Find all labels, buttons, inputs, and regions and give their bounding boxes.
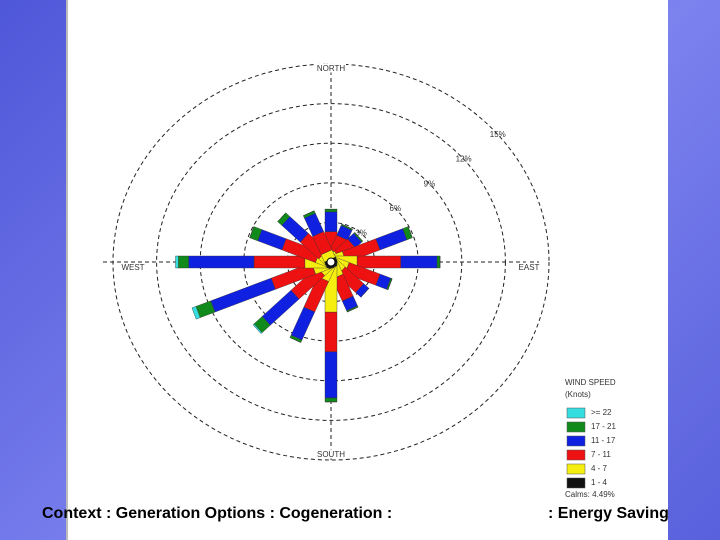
legend-subtitle: (Knots) bbox=[565, 390, 591, 399]
rose-segment bbox=[261, 289, 300, 326]
direction-label: NORTH bbox=[317, 64, 346, 73]
center bbox=[326, 257, 336, 267]
rose-segment bbox=[257, 229, 287, 251]
ring-label: 3% bbox=[355, 228, 367, 237]
ring-label: 12% bbox=[456, 155, 472, 164]
direction-label: WEST bbox=[121, 263, 144, 272]
rose-segment bbox=[387, 278, 393, 290]
direction-label: EAST bbox=[519, 263, 540, 272]
rose-segment bbox=[277, 212, 286, 222]
rose-segment bbox=[249, 226, 255, 238]
calms-label: Calms: 4.49% bbox=[565, 490, 615, 499]
legend-label: 11 - 17 bbox=[591, 436, 616, 445]
direction-label: NORTH bbox=[317, 64, 346, 73]
rose-segment bbox=[178, 255, 189, 269]
legend-swatch bbox=[566, 463, 586, 475]
direction-label: SOUTH bbox=[317, 450, 345, 459]
legend-swatch bbox=[566, 477, 586, 489]
rose-segment bbox=[210, 277, 276, 313]
rose-segment bbox=[341, 223, 353, 230]
legend-swatch bbox=[566, 407, 586, 419]
rose-segment bbox=[253, 255, 306, 269]
rose-segment bbox=[324, 311, 338, 352]
ring-label: 9% bbox=[424, 179, 436, 188]
footer-right: : Energy Saving bbox=[548, 505, 669, 522]
rose-segment bbox=[400, 255, 438, 269]
rose-segment bbox=[407, 226, 413, 238]
rose-segment bbox=[188, 255, 255, 269]
legend-label: 17 - 21 bbox=[591, 422, 616, 431]
ring-label: 15% bbox=[490, 130, 506, 139]
rose-segment bbox=[347, 306, 359, 313]
rose-segment bbox=[290, 306, 316, 341]
rose-segment bbox=[324, 397, 338, 403]
legend-swatch bbox=[566, 435, 586, 447]
rose-segment bbox=[356, 255, 401, 269]
legend-swatch bbox=[566, 421, 586, 433]
rose-segment bbox=[191, 306, 201, 320]
rose-segment bbox=[360, 288, 370, 298]
rose-segment bbox=[324, 211, 338, 232]
legend-label: 7 - 11 bbox=[591, 450, 611, 459]
legend-label: 1 - 4 bbox=[591, 478, 608, 487]
rose-segment bbox=[436, 255, 441, 269]
direction-label: EAST bbox=[519, 263, 540, 272]
direction-label: WEST bbox=[121, 263, 144, 272]
rose-segment bbox=[354, 232, 363, 242]
legend-label: 4 - 7 bbox=[591, 464, 608, 473]
rose-segment bbox=[303, 210, 315, 216]
rose-segment bbox=[252, 323, 263, 334]
rose-segment bbox=[175, 255, 179, 269]
rose-segment bbox=[324, 351, 338, 399]
ring-label: 6% bbox=[390, 204, 402, 213]
rose-segment bbox=[375, 228, 408, 251]
legend-swatch bbox=[566, 449, 586, 461]
legend-title: WIND SPEED bbox=[565, 378, 616, 387]
rose-segment bbox=[289, 337, 301, 343]
direction-label: SOUTH bbox=[317, 450, 345, 459]
rose-segment bbox=[324, 208, 338, 213]
footer-left: Context : Generation Options : Cogenerat… bbox=[42, 505, 393, 522]
legend-label: >= 22 bbox=[591, 408, 612, 417]
